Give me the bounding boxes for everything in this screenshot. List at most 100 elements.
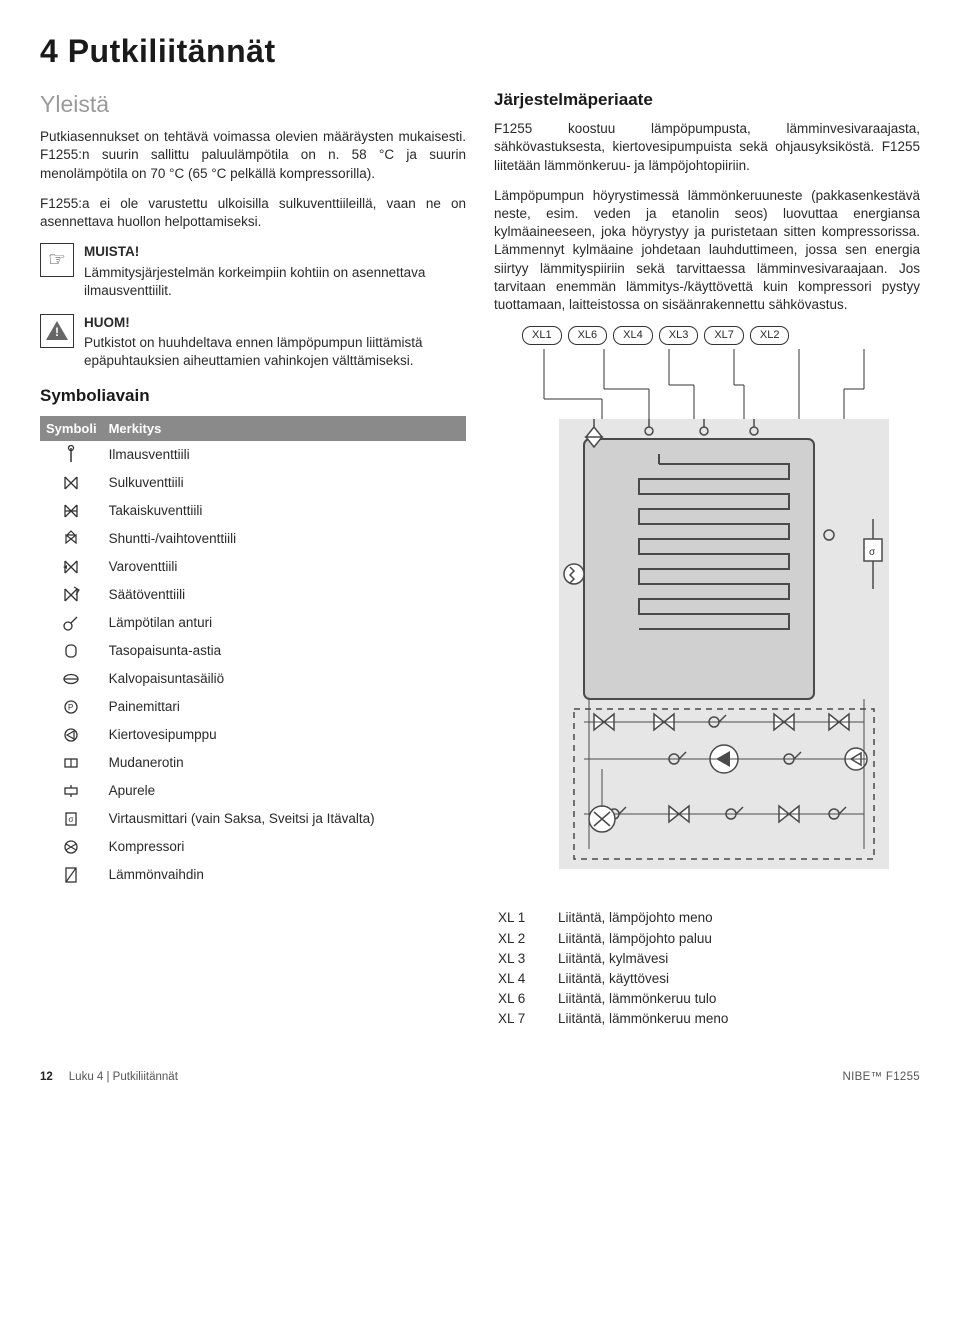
symbol-label: Apurele bbox=[103, 777, 466, 805]
main-columns: Yleistä Putkiasennukset on tehtävä voima… bbox=[40, 89, 920, 1030]
symbol-label: Tasopaisunta-astia bbox=[103, 637, 466, 665]
callout-muista-title: MUISTA! bbox=[84, 243, 466, 261]
xl-pill: XL6 bbox=[568, 326, 608, 345]
legend-value: Liitäntä, kylmävesi bbox=[554, 949, 920, 969]
symbol-label: Takaiskuventtiili bbox=[103, 497, 466, 525]
table-row: XL 1Liitäntä, lämpöjohto meno bbox=[494, 908, 920, 928]
symbol-icon bbox=[40, 861, 103, 889]
table-row: Sulkuventtiili bbox=[40, 469, 466, 497]
page-footer: 12 Luku 4 | Putkiliitännät NIBE™ F1255 bbox=[40, 1070, 920, 1086]
symbol-label: Säätöventtiili bbox=[103, 581, 466, 609]
symbol-icon bbox=[40, 721, 103, 749]
table-row: Mudanerotin bbox=[40, 749, 466, 777]
symbol-label: Mudanerotin bbox=[103, 749, 466, 777]
symbol-label: Varoventtiili bbox=[103, 553, 466, 581]
table-row: Takaiskuventtiili bbox=[40, 497, 466, 525]
xl-pills-row: XL1 XL6 XL4 XL3 XL7 XL2 bbox=[522, 326, 920, 345]
table-row: σ Virtausmittari (vain Saksa, Sveitsi ja … bbox=[40, 805, 466, 833]
table-row: Kalvopaisuntasäiliö bbox=[40, 665, 466, 693]
table-row: Lämmönvaihdin bbox=[40, 861, 466, 889]
callout-huom-title: HUOM! bbox=[84, 314, 466, 332]
table-row: P Painemittari bbox=[40, 693, 466, 721]
hand-point-icon: ☞ bbox=[40, 243, 74, 277]
paragraph-r1: F1255 koostuu lämpöpumpusta, lämminvesiv… bbox=[494, 120, 920, 175]
xl-pill: XL2 bbox=[750, 326, 790, 345]
symbol-icon bbox=[40, 749, 103, 777]
callout-muista-text: Lämmitysjärjestelmän korkeimpiin kohtiin… bbox=[84, 265, 425, 298]
legend-value: Liitäntä, käyttövesi bbox=[554, 969, 920, 989]
jarjestelmaperiaate-heading: Järjestelmäperiaate bbox=[494, 89, 920, 112]
legend-key: XL 2 bbox=[494, 929, 554, 949]
symboliavain-heading: Symboliavain bbox=[40, 385, 466, 408]
symbol-label: Kalvopaisuntasäiliö bbox=[103, 665, 466, 693]
table-row: Ilmausventtiili bbox=[40, 441, 466, 469]
legend-key: XL 7 bbox=[494, 1009, 554, 1029]
symbol-label: Lämpötilan anturi bbox=[103, 609, 466, 637]
table-row: XL 7Liitäntä, lämmönkeruu meno bbox=[494, 1009, 920, 1029]
symbol-icon bbox=[40, 833, 103, 861]
footer-left: 12 Luku 4 | Putkiliitännät bbox=[40, 1070, 178, 1086]
symbol-label: Kompressori bbox=[103, 833, 466, 861]
paragraph-r2: Lämpöpumpun höyrystimessä lämmönkeruunes… bbox=[494, 187, 920, 315]
symbol-header-1: Symboli bbox=[40, 416, 103, 442]
page-title: 4 Putkiliitännät bbox=[40, 30, 920, 73]
xl-legend-table: XL 1Liitäntä, lämpöjohto menoXL 2Liitänt… bbox=[494, 908, 920, 1029]
paragraph-2: F1255:a ei ole varustettu ulkoisilla sul… bbox=[40, 195, 466, 231]
table-row: Säätöventtiili bbox=[40, 581, 466, 609]
legend-key: XL 4 bbox=[494, 969, 554, 989]
table-row: Varoventtiili bbox=[40, 553, 466, 581]
symbol-icon bbox=[40, 609, 103, 637]
xl-pill: XL3 bbox=[659, 326, 699, 345]
symbol-label: Lämmönvaihdin bbox=[103, 861, 466, 889]
xl-pill: XL1 bbox=[522, 326, 562, 345]
svg-text:σ: σ bbox=[869, 547, 876, 558]
table-row: Lämpötilan anturi bbox=[40, 609, 466, 637]
symbol-icon bbox=[40, 469, 103, 497]
symbol-icon bbox=[40, 497, 103, 525]
table-row: Kiertovesipumppu bbox=[40, 721, 466, 749]
legend-value: Liitäntä, lämpöjohto paluu bbox=[554, 929, 920, 949]
legend-key: XL 3 bbox=[494, 949, 554, 969]
svg-text:σ: σ bbox=[69, 815, 74, 824]
symbol-icon bbox=[40, 441, 103, 469]
symbol-icon bbox=[40, 525, 103, 553]
symbol-icon: P bbox=[40, 693, 103, 721]
symbol-icon: σ bbox=[40, 805, 103, 833]
symbol-icon bbox=[40, 637, 103, 665]
legend-value: Liitäntä, lämmönkeruu meno bbox=[554, 1009, 920, 1029]
xl-pill: XL4 bbox=[613, 326, 653, 345]
symbol-icon bbox=[40, 777, 103, 805]
callout-muista: ☞ MUISTA! Lämmitysjärjestelmän korkeimpi… bbox=[40, 243, 466, 300]
table-row: Shuntti-/vaihtoventtiili bbox=[40, 525, 466, 553]
symbol-label: Shuntti-/vaihtoventtiili bbox=[103, 525, 466, 553]
legend-key: XL 1 bbox=[494, 908, 554, 928]
system-diagram: σ bbox=[494, 349, 920, 884]
symbol-label: Sulkuventtiili bbox=[103, 469, 466, 497]
callout-huom-body: HUOM! Putkistot on huuhdeltava ennen läm… bbox=[84, 314, 466, 371]
legend-value: Liitäntä, lämmönkeruu tulo bbox=[554, 989, 920, 1009]
legend-value: Liitäntä, lämpöjohto meno bbox=[554, 908, 920, 928]
paragraph-1: Putkiasennukset on tehtävä voimassa olev… bbox=[40, 128, 466, 183]
legend-key: XL 6 bbox=[494, 989, 554, 1009]
right-column: Järjestelmäperiaate F1255 koostuu lämpöp… bbox=[494, 89, 920, 1030]
symbol-label: Ilmausventtiili bbox=[103, 441, 466, 469]
symbol-icon bbox=[40, 665, 103, 693]
left-column: Yleistä Putkiasennukset on tehtävä voima… bbox=[40, 89, 466, 1030]
symbol-label: Virtausmittari (vain Saksa, Sveitsi ja I… bbox=[103, 805, 466, 833]
table-row: XL 3Liitäntä, kylmävesi bbox=[494, 949, 920, 969]
footer-section: Luku 4 | Putkiliitännät bbox=[69, 1071, 178, 1083]
callout-huom: HUOM! Putkistot on huuhdeltava ennen läm… bbox=[40, 314, 466, 371]
symbol-label: Painemittari bbox=[103, 693, 466, 721]
symbol-icon bbox=[40, 581, 103, 609]
callout-huom-text: Putkistot on huuhdeltava ennen lämpöpump… bbox=[84, 335, 422, 368]
xl-pill: XL7 bbox=[704, 326, 744, 345]
svg-text:P: P bbox=[68, 703, 73, 712]
callout-muista-body: MUISTA! Lämmitysjärjestelmän korkeimpiin… bbox=[84, 243, 466, 300]
symbol-icon bbox=[40, 553, 103, 581]
warning-icon bbox=[40, 314, 74, 348]
symbol-table: Symboli Merkitys IlmausventtiiliSulkuven… bbox=[40, 416, 466, 890]
table-row: XL 6Liitäntä, lämmönkeruu tulo bbox=[494, 989, 920, 1009]
table-row: XL 4Liitäntä, käyttövesi bbox=[494, 969, 920, 989]
table-row: Apurele bbox=[40, 777, 466, 805]
table-row: Kompressori bbox=[40, 833, 466, 861]
